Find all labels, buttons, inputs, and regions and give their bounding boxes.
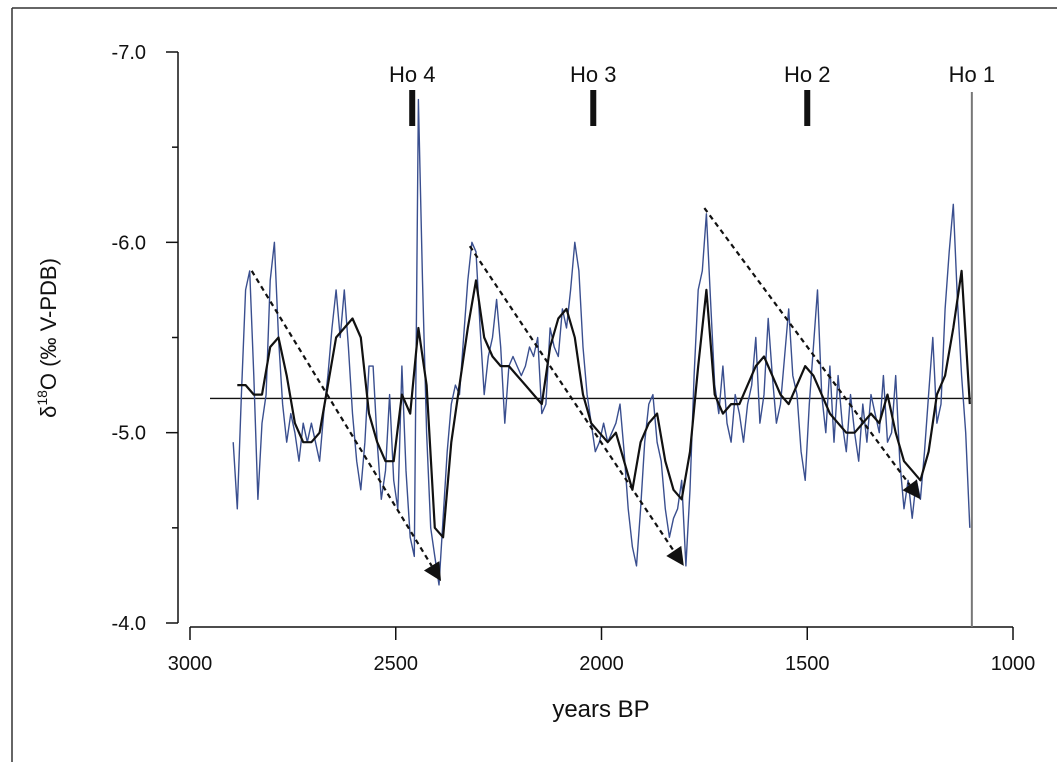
x-axis-label: years BP — [552, 696, 649, 723]
trend-arrow-layer — [250, 207, 921, 582]
event-label: Ho 1 — [949, 62, 995, 87]
event-marker — [409, 90, 416, 126]
y-tick-label: -5.0 — [112, 423, 146, 445]
event-layer: Ho 4 Ho 3 Ho 2 Ho 1 — [389, 62, 995, 627]
x-tick-label: 1500 — [785, 653, 830, 675]
x-tick-label: 1000 — [991, 653, 1036, 675]
y-tick-label: -7.0 — [112, 42, 146, 64]
y-axis-label-rest: O (‰ V-PDB) — [36, 258, 61, 390]
event-marker — [804, 90, 811, 126]
x-tick-label: 3000 — [168, 653, 213, 675]
series-layer — [232, 98, 971, 586]
y-tick-label: -4.0 — [112, 613, 146, 635]
trend-arrow-line — [703, 207, 911, 486]
trend-arrow-head — [423, 561, 442, 582]
event-label: Ho 4 — [389, 62, 435, 87]
axes-layer: -4.0 -5.0 -6.0 -7.0 3000 2500 2000 1500 1000 — [112, 42, 1036, 675]
trend-arrow-head — [666, 545, 684, 566]
event-label: Ho 2 — [784, 62, 830, 87]
y-axis-label: δ18O (‰ V-PDB) — [34, 258, 61, 418]
y-tick-label: -6.0 — [112, 232, 146, 254]
y-axis-label-delta: δ — [36, 406, 61, 418]
x-tick-label: 2500 — [374, 653, 419, 675]
event-label: Ho 3 — [570, 62, 616, 87]
series-line-smoothed — [237, 269, 971, 539]
trend-arrow-line — [250, 270, 433, 567]
trend-arrow-line — [468, 245, 675, 552]
x-tick-label: 2000 — [579, 653, 624, 675]
y-axis-label-superscript: 18 — [34, 390, 50, 406]
event-marker — [590, 90, 597, 126]
series-line-raw — [232, 98, 971, 586]
trend-arrow-head — [902, 479, 921, 500]
